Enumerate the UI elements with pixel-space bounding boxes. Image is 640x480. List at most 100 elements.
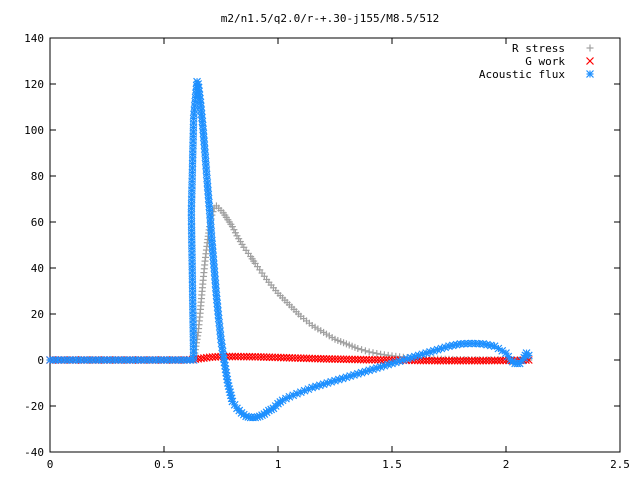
data-point [294, 354, 302, 362]
data-point [425, 356, 433, 365]
x-tick-label: 0 [47, 458, 54, 471]
data-point [305, 354, 314, 363]
data-point [256, 353, 265, 361]
data-point [279, 353, 288, 362]
data-point [467, 356, 476, 365]
y-axis: -40 -20 0 20 40 60 80 100 120 140 [24, 32, 620, 459]
data-point [453, 356, 462, 365]
data-point [473, 356, 482, 365]
data-point [470, 356, 479, 365]
series-r-stress [46, 202, 533, 364]
data-point [356, 355, 365, 364]
data-point [462, 356, 471, 365]
data-point [456, 356, 465, 365]
data-point [496, 356, 505, 365]
data-point [316, 354, 325, 363]
data-point [156, 356, 165, 364]
data-point [276, 353, 285, 362]
data-point [348, 355, 357, 364]
data-point [373, 349, 381, 357]
data-point [476, 356, 485, 365]
data-point [322, 354, 331, 363]
data-point [433, 356, 442, 365]
data-point [436, 356, 445, 365]
data-point [427, 356, 436, 365]
data-point [76, 356, 85, 364]
x-tick-label: 0.5 [154, 458, 174, 471]
data-point [137, 356, 146, 364]
data-point [239, 352, 248, 361]
data-point [262, 353, 271, 362]
y-tick-label: 20 [31, 308, 44, 321]
data-point [251, 352, 260, 361]
data-point [163, 356, 172, 364]
data-point [299, 354, 308, 363]
legend-marker [586, 57, 594, 65]
x-tick-label: 2 [503, 458, 510, 471]
data-point [339, 355, 348, 364]
x-axis: 0 0.5 1 1.5 2 2.5 [47, 38, 630, 471]
data-point [209, 252, 218, 261]
data-point [302, 354, 311, 363]
data-point [259, 353, 268, 361]
x-tick-label: 1 [275, 458, 282, 471]
chart-title: m2/n1.5/q2.0/r-+.30-j155/M8.5/512 [221, 12, 440, 25]
data-point [439, 356, 448, 365]
data-point [254, 352, 262, 361]
data-point [493, 356, 502, 365]
data-point [369, 349, 377, 357]
data-point [370, 355, 379, 364]
data-point [234, 352, 243, 361]
data-point [450, 356, 459, 365]
data-point [80, 356, 89, 364]
series-layer [46, 77, 533, 422]
data-point [228, 223, 236, 231]
data-point [99, 356, 108, 364]
data-point [376, 355, 385, 364]
data-point [53, 356, 62, 364]
data-point [524, 351, 533, 360]
data-point [268, 353, 277, 362]
data-point [479, 356, 488, 365]
y-tick-label: 80 [31, 170, 44, 183]
data-point [368, 355, 376, 364]
y-tick-label: 60 [31, 216, 44, 229]
data-point [325, 355, 334, 363]
data-point [442, 356, 451, 365]
data-point [354, 345, 362, 352]
y-tick-label: -20 [24, 400, 44, 413]
data-point [196, 98, 205, 107]
data-point [282, 353, 291, 362]
data-point [122, 356, 130, 364]
plot-frame [49, 37, 621, 453]
data-point [342, 355, 351, 364]
y-tick-label: 0 [37, 354, 44, 367]
data-point [447, 356, 456, 365]
data-point [68, 356, 77, 364]
data-point [271, 353, 280, 362]
data-point [422, 356, 431, 365]
data-point [361, 347, 369, 355]
data-point [285, 353, 294, 362]
data-point [328, 355, 337, 363]
data-point [237, 352, 245, 361]
data-point [365, 348, 373, 356]
y-tick-label: 100 [24, 124, 44, 137]
data-point [291, 354, 300, 362]
series-acoustic-flux [46, 77, 533, 422]
data-point [148, 356, 157, 364]
x-tick-label: 1.5 [382, 458, 402, 471]
data-point [430, 356, 439, 365]
data-point [484, 356, 493, 365]
legend-label: R stress [512, 42, 565, 55]
data-point [87, 356, 96, 364]
x-tick-label: 2.5 [610, 458, 630, 471]
data-point [459, 356, 468, 365]
data-point [490, 356, 499, 365]
data-point [308, 354, 317, 363]
data-point [242, 352, 251, 361]
legend-marker [586, 44, 594, 52]
data-point [359, 355, 368, 364]
data-point [311, 354, 319, 363]
data-point [245, 352, 254, 361]
